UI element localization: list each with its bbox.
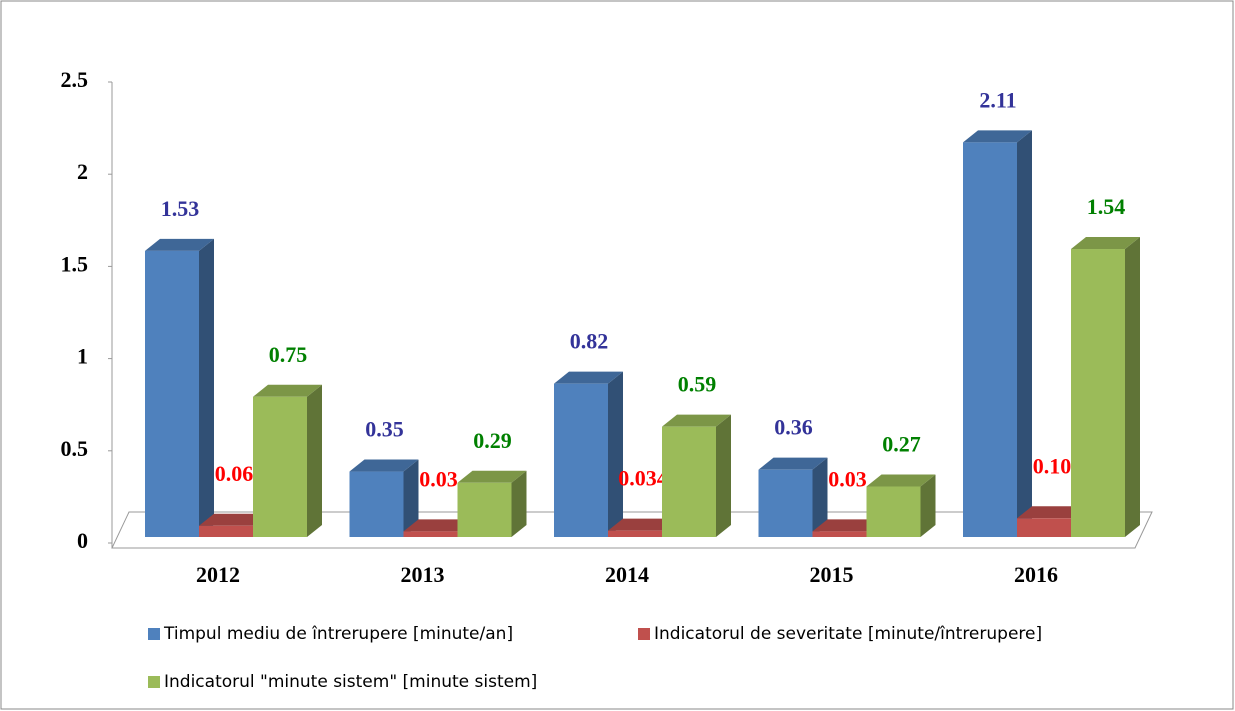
bar-front xyxy=(866,486,921,537)
bar-top xyxy=(349,459,419,472)
floor xyxy=(111,511,1153,549)
bar-front xyxy=(457,482,512,537)
bar-side xyxy=(608,371,623,537)
legend-swatch xyxy=(148,676,160,688)
bar-front xyxy=(758,469,813,537)
bar-top xyxy=(199,513,268,526)
bar xyxy=(554,371,623,537)
data-label: 0.10 xyxy=(1033,453,1072,478)
bar-top xyxy=(963,130,1032,143)
bar-side xyxy=(920,474,936,537)
data-label: 0.06 xyxy=(215,461,254,486)
bar-side xyxy=(812,457,828,537)
data-label: 0.59 xyxy=(678,372,717,397)
y-tick-label: 0 xyxy=(77,528,88,553)
data-label: 0.034 xyxy=(618,466,668,491)
bar-top xyxy=(608,518,677,531)
bar xyxy=(1071,237,1140,537)
bar-top xyxy=(145,238,214,251)
bar-top xyxy=(1017,506,1086,519)
bar xyxy=(253,384,322,537)
bar-side xyxy=(716,414,731,537)
bar xyxy=(349,459,419,537)
bar xyxy=(457,470,527,537)
bar-side xyxy=(1125,237,1140,537)
data-label: 1.53 xyxy=(161,196,200,221)
bar-side xyxy=(511,470,527,537)
legend-label: Indicatorul de severitate [minute/întrer… xyxy=(654,624,1042,644)
bar xyxy=(662,414,731,537)
legend-label: Timpul mediu de întrerupere [minute/an] xyxy=(163,624,513,644)
y-tick-label: 2.5 xyxy=(61,67,89,92)
x-tick-label: 2015 xyxy=(810,562,854,587)
data-label: 1.54 xyxy=(1087,194,1126,219)
bar-front xyxy=(662,426,716,537)
bar-side xyxy=(199,238,214,537)
bar-front xyxy=(1017,518,1071,537)
data-label: 0.36 xyxy=(774,415,813,440)
data-label: 2.11 xyxy=(979,87,1016,112)
data-label: 0.35 xyxy=(365,417,404,442)
y-tick-label: 0.5 xyxy=(61,436,89,461)
bar-front xyxy=(199,525,253,537)
data-label: 0.75 xyxy=(269,342,308,367)
y-tick-label: 2 xyxy=(77,159,88,184)
bar-top xyxy=(866,474,936,487)
bar-front xyxy=(812,531,867,537)
data-label: 0.03 xyxy=(828,466,867,491)
legend-label: Indicatorul "minute sistem" [minute sist… xyxy=(164,672,537,692)
bar-front xyxy=(253,396,307,537)
bar xyxy=(963,130,1032,537)
bar-front xyxy=(403,531,458,537)
y-tick-label: 1.5 xyxy=(61,251,89,276)
data-label: 0.29 xyxy=(473,428,512,453)
data-label: 0.82 xyxy=(570,329,609,354)
bar-top xyxy=(1071,237,1140,250)
bar-front xyxy=(554,383,608,537)
bar xyxy=(758,457,828,537)
bar-side xyxy=(307,384,322,537)
bar-top xyxy=(403,519,473,532)
bar-top xyxy=(253,384,322,397)
x-tick-label: 2014 xyxy=(605,562,649,587)
bar-top xyxy=(758,457,828,470)
x-tick-label: 2012 xyxy=(196,562,240,587)
x-tick-label: 2016 xyxy=(1014,562,1058,587)
bar xyxy=(866,474,936,537)
bar-top xyxy=(662,414,731,427)
bar-front xyxy=(349,471,404,537)
bar-top xyxy=(554,371,623,384)
bar-top xyxy=(457,470,527,483)
y-tick-label: 1 xyxy=(77,344,88,369)
x-tick-label: 2013 xyxy=(401,562,445,587)
data-label: 0.03 xyxy=(419,466,458,491)
legend-swatch xyxy=(638,628,650,640)
bar-side xyxy=(403,459,419,537)
bar-top xyxy=(812,519,882,532)
bar xyxy=(145,238,214,537)
bar-side xyxy=(1017,130,1032,537)
data-label: 0.27 xyxy=(882,432,921,457)
bar-front xyxy=(145,250,199,537)
bar-front xyxy=(963,142,1017,537)
bar-front xyxy=(1071,249,1125,537)
legend-swatch xyxy=(148,628,160,640)
bar-front xyxy=(608,530,662,537)
